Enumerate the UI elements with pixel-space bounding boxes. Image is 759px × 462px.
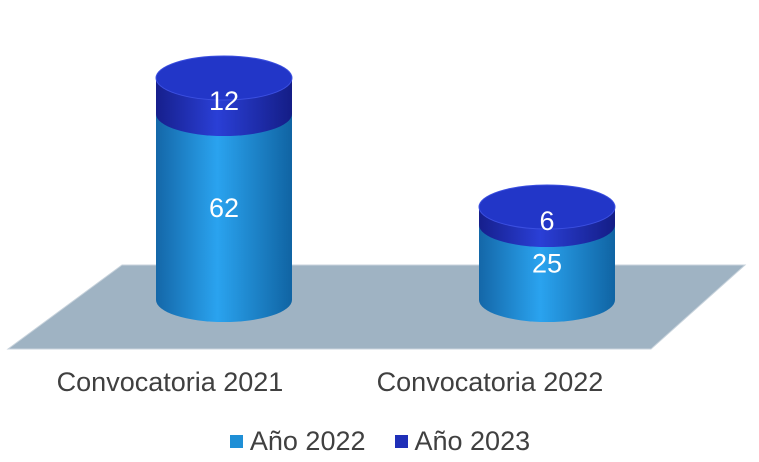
data-label-1-series-1: 6: [539, 206, 554, 236]
bar-1-top-cap: [478, 184, 616, 230]
legend: Año 2022 Año 2023: [0, 426, 759, 457]
bar-1-series-0: [479, 225, 615, 322]
legend-swatch-1: [393, 434, 409, 449]
bar-0-top-cap: [155, 55, 293, 101]
data-label-0-series-1: 12: [209, 86, 239, 116]
data-label-1-series-0: 25: [532, 249, 562, 279]
data-label-0-series-0: 62: [209, 193, 239, 223]
bar-0-series-0: [156, 114, 292, 322]
legend-label-1: Año 2023: [414, 426, 531, 456]
x-tick-label-0: Convocatoria 2021: [56, 367, 284, 397]
chart-floor: [6, 264, 747, 350]
legend-item-0: Año 2022: [228, 426, 366, 457]
legend-swatch-0: [228, 434, 244, 449]
legend-label-0: Año 2022: [249, 426, 366, 456]
x-tick-label-1: Convocatoria 2022: [376, 367, 604, 397]
legend-item-1: Año 2023: [393, 426, 531, 457]
